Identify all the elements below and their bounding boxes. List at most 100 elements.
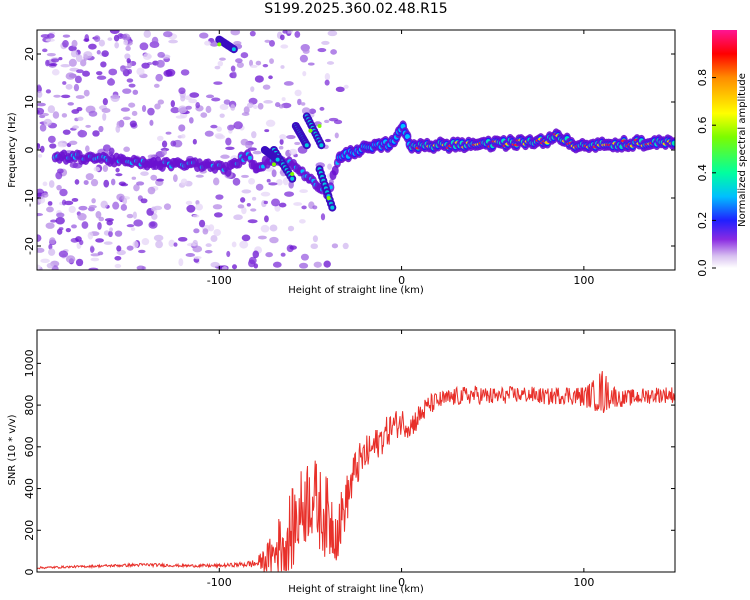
heatmap-noise-blob	[155, 73, 163, 82]
heatmap-noise-blob	[62, 34, 71, 38]
heatmap-noise-blob	[269, 224, 278, 232]
heatmap-noise-blob	[37, 143, 41, 150]
heatmap-noise-blob	[225, 146, 235, 150]
heatmap-noise-blob	[278, 202, 287, 208]
heatmap-noise-blob	[136, 265, 145, 270]
heatmap-noise-blob	[230, 30, 241, 36]
heatmap-noise-blob	[293, 202, 303, 206]
heatmap-noise-blob	[120, 203, 128, 211]
heatmap-noise-blob	[249, 64, 258, 68]
heatmap-noise-blob	[285, 30, 293, 34]
heatmap-noise-blob	[184, 95, 192, 101]
heatmap-noise-blob	[272, 261, 282, 268]
snr-x-axis-label: Height of straight line (km)	[288, 584, 424, 595]
heatmap-noise-blob	[287, 225, 295, 232]
heatmap-noise-blob	[255, 60, 262, 66]
heatmap-noise-blob	[281, 97, 286, 101]
heatmap-noise-blob	[140, 198, 148, 204]
heatmap-noise-blob	[114, 255, 122, 261]
heatmap-noise-blob	[115, 167, 120, 173]
heatmap-noise-blob	[299, 219, 306, 224]
heatmap-noise-blob	[110, 94, 120, 102]
heatmap-noise-blob	[45, 89, 52, 94]
heatmap-noise-blob	[163, 31, 173, 38]
heatmap-noise-blob	[186, 242, 197, 247]
heatmap-noise-blob	[67, 102, 74, 106]
heatmap-noise-blob	[185, 200, 193, 206]
heatmap-noise-blob	[193, 255, 202, 260]
heatmap-noise-blob	[260, 224, 270, 233]
heatmap-noise-blob	[48, 180, 55, 188]
heatmap-noise-blob	[49, 63, 58, 67]
heatmap-noise-blob	[136, 67, 145, 76]
heatmap-noise-blob	[93, 166, 101, 172]
heatmap-noise-blob	[168, 39, 178, 44]
heatmap-noise-blob	[133, 219, 144, 227]
heatmap-noise-blob	[241, 174, 249, 178]
heatmap-noise-blob	[320, 213, 326, 221]
heatmap-noise-blob	[310, 243, 318, 250]
heatmap-noise-blob	[153, 234, 164, 242]
heatmap-noise-blob	[151, 36, 159, 45]
heatmap-noise-blob	[56, 184, 62, 191]
heatmap-noise-blob	[198, 219, 206, 228]
heatmap-noise-blob	[248, 178, 256, 185]
heatmap-noise-blob	[301, 205, 307, 210]
heatmap-noise-blob	[97, 251, 104, 256]
heatmap-noise-blob	[257, 235, 267, 240]
heatmap-noise-blob	[299, 262, 309, 269]
heatmap-noise-blob	[46, 206, 54, 213]
heatmap-noise-blob	[133, 184, 140, 192]
heatmap-noise-blob	[180, 178, 188, 186]
heatmap-noise-blob	[154, 103, 161, 110]
ridge-core	[247, 155, 252, 160]
heatmap-noise-blob	[132, 89, 139, 95]
colorbar-ticks: 0.0 0.2 0.4 0.6 0.8	[696, 69, 716, 277]
heatmap-noise-blob	[271, 198, 281, 207]
heatmap-noise-blob	[231, 264, 238, 270]
heatmap-noise-blob	[45, 222, 55, 229]
heatmap-noise-blob	[112, 201, 120, 210]
heatmap-noise-blob	[200, 112, 208, 118]
heatmap-noise-blob	[170, 107, 180, 114]
heatmap-noise-blob	[62, 81, 67, 85]
heatmap-noise-blob	[161, 140, 168, 148]
streak-core	[275, 157, 280, 162]
heatmap-noise-blob	[59, 188, 68, 197]
bright-spot	[271, 162, 276, 167]
snr-x-tick-label: -100	[207, 576, 232, 589]
heatmap-noise-blob	[58, 227, 64, 231]
snr-y-tick-label: 0	[23, 569, 36, 576]
heatmap-noise-blob	[77, 116, 84, 121]
heatmap-noise-blob	[294, 141, 301, 146]
heatmap-noise-blob	[334, 132, 339, 139]
heatmap-noise-blob	[122, 88, 132, 94]
heatmap-noise-blob	[302, 48, 310, 54]
heatmap-noise-blob	[149, 119, 154, 126]
heatmap-noise-blob	[226, 250, 231, 258]
heatmap-noise-blob	[210, 124, 218, 129]
heatmap-noise-blob	[147, 107, 155, 116]
heatmap-noise-blob	[173, 242, 178, 247]
ridge-core	[404, 134, 410, 140]
heatmap-noise-blob	[284, 191, 295, 197]
heatmap-noise-blob	[262, 63, 269, 68]
heatmap-noise-blob	[300, 102, 306, 106]
heatmap-noise-blob	[248, 259, 256, 268]
heatmap-noise-blob	[323, 260, 331, 268]
heatmap-noise-blob	[92, 130, 100, 137]
page-title: S199.2025.360.02.48.R15	[264, 1, 448, 17]
heatmap-noise-blob	[180, 134, 186, 139]
heatmap-noise-blob	[81, 221, 89, 229]
heatmap-noise-blob	[268, 75, 273, 80]
heatmap-noise-blob	[109, 30, 120, 34]
heatmap-noise-blob	[45, 59, 50, 67]
heatmap-noise-blob	[210, 234, 218, 242]
heatmap-noise-blob	[269, 39, 275, 47]
heatmap-noise-blob	[175, 115, 186, 119]
streak-core	[231, 47, 236, 52]
heatmap-noise-blob	[254, 75, 264, 83]
heatmap-noise-blob	[212, 204, 223, 210]
heatmap-noise-blob	[68, 58, 77, 67]
